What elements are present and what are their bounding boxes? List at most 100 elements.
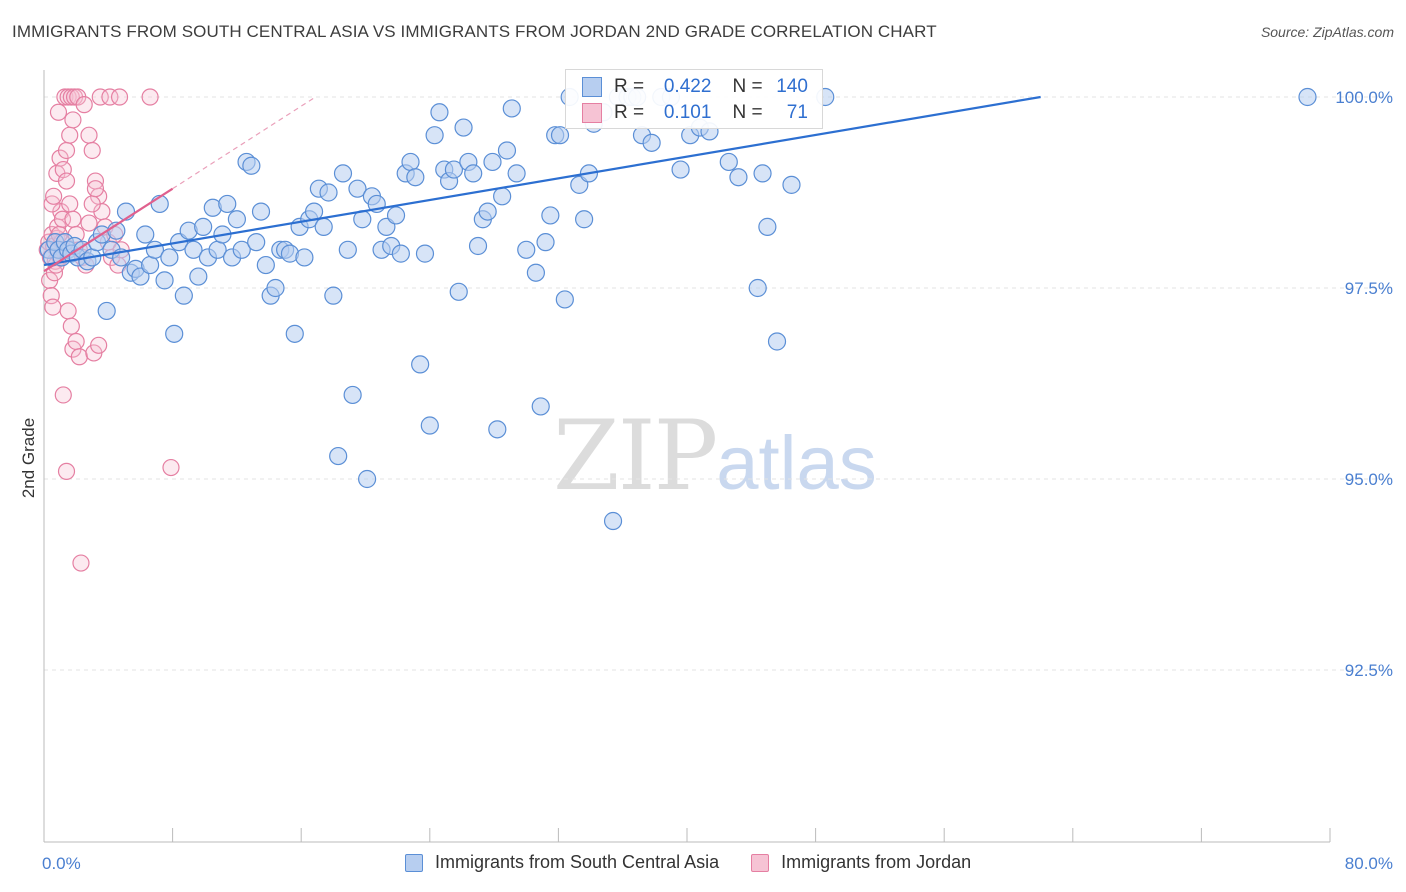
blue-point bbox=[329, 446, 348, 466]
blue-trend-line bbox=[43, 95, 1041, 267]
y-tick-label: 100.0% bbox=[1335, 88, 1393, 107]
blue-point bbox=[517, 240, 536, 259]
blue-point bbox=[502, 99, 521, 118]
blue-point bbox=[343, 385, 362, 405]
pink-point bbox=[110, 88, 129, 106]
blue-point bbox=[531, 397, 550, 416]
stats-box: R = 0.422 N = 140 R = 0.101 N = 71 bbox=[565, 69, 823, 129]
stats-blue-r-value: 0.422 bbox=[663, 76, 712, 97]
blue-point bbox=[444, 160, 464, 179]
blue-point bbox=[493, 187, 512, 206]
blue-point bbox=[415, 244, 435, 263]
x-tick-label-max: 80.0% bbox=[1345, 854, 1393, 873]
blue-point bbox=[753, 164, 772, 183]
blue-point bbox=[642, 133, 661, 152]
grid-lines bbox=[44, 96, 1392, 671]
pink-point bbox=[57, 172, 76, 190]
blue-point bbox=[348, 179, 367, 198]
pink-trend-line bbox=[43, 187, 174, 273]
blue-point bbox=[189, 267, 208, 286]
blue-point bbox=[155, 271, 174, 290]
stats-pink-r-label: R = bbox=[614, 102, 645, 123]
blue-series-points bbox=[39, 87, 1317, 531]
blue-point bbox=[483, 152, 502, 172]
blue-point bbox=[430, 103, 449, 122]
blue-point bbox=[247, 233, 266, 252]
pink-point bbox=[80, 126, 98, 144]
blue-point bbox=[266, 278, 285, 298]
blue-point bbox=[401, 152, 420, 172]
blue-point bbox=[97, 301, 116, 321]
blue-point bbox=[464, 164, 483, 183]
source-label: Source: ZipAtlas.com bbox=[1260, 24, 1394, 40]
blue-point bbox=[411, 355, 430, 374]
blue-point bbox=[603, 511, 623, 531]
blue-point bbox=[386, 206, 406, 225]
pink-series-points bbox=[38, 88, 180, 572]
stats-blue-r-label: R = bbox=[614, 76, 645, 97]
blue-point bbox=[174, 286, 193, 305]
stats-pink-n-value: 71 bbox=[786, 102, 808, 123]
blue-point bbox=[782, 175, 801, 194]
chart-title: IMMIGRANTS FROM SOUTH CENTRAL ASIA VS IM… bbox=[12, 22, 937, 41]
pink-point bbox=[61, 126, 79, 144]
legend-item-blue[interactable]: Immigrants from South Central Asia bbox=[405, 852, 719, 873]
blue-point bbox=[184, 240, 203, 259]
zipatlas-watermark: ZIPatlas bbox=[553, 400, 877, 512]
blue-point bbox=[425, 126, 444, 145]
pink-point bbox=[72, 554, 90, 572]
legend-swatch-pink bbox=[751, 853, 770, 872]
blue-point bbox=[319, 183, 338, 202]
pink-point bbox=[62, 317, 80, 335]
y-tick-label: 97.5% bbox=[1345, 279, 1393, 298]
blue-point bbox=[285, 324, 304, 343]
pink-point bbox=[67, 332, 85, 351]
blue-point bbox=[468, 236, 488, 256]
pink-point bbox=[44, 298, 62, 316]
stats-blue-n-label: N = bbox=[732, 76, 763, 97]
watermark-zip: ZIP bbox=[553, 400, 718, 512]
blue-point bbox=[406, 168, 425, 187]
blue-point bbox=[536, 233, 555, 252]
pink-point bbox=[45, 187, 63, 205]
y-tick-label: 92.5% bbox=[1345, 661, 1393, 680]
blue-point bbox=[251, 202, 271, 221]
blue-point bbox=[242, 156, 261, 175]
blue-point bbox=[758, 217, 777, 236]
watermark-atlas: atlas bbox=[716, 421, 877, 506]
pink-point bbox=[90, 336, 108, 354]
blue-point bbox=[507, 164, 526, 183]
pink-point bbox=[101, 88, 119, 106]
blue-point bbox=[550, 126, 570, 145]
blue-point bbox=[256, 255, 275, 275]
blue-point bbox=[165, 324, 184, 343]
pink-point bbox=[57, 462, 76, 480]
stats-swatch-blue bbox=[582, 77, 602, 97]
blue-point bbox=[358, 469, 377, 489]
stats-blue-n-value: 140 bbox=[776, 76, 808, 97]
blue-point bbox=[719, 152, 738, 172]
pink-point bbox=[91, 88, 109, 106]
blue-point bbox=[333, 164, 353, 183]
blue-point bbox=[767, 332, 787, 351]
pink-point bbox=[49, 103, 68, 121]
blue-point bbox=[1298, 87, 1317, 107]
blue-point bbox=[449, 282, 468, 301]
blue-point bbox=[420, 416, 439, 435]
tick-labels: 92.5% 95.0% 97.5% 100.0% 0.0% 80.0% bbox=[42, 88, 1393, 873]
blue-point bbox=[488, 420, 507, 439]
pink-point bbox=[54, 386, 72, 404]
blue-point bbox=[454, 118, 473, 137]
blue-point bbox=[478, 202, 497, 221]
legend-item-pink[interactable]: Immigrants from Jordan bbox=[751, 852, 971, 873]
blue-point bbox=[136, 225, 155, 244]
pink-point bbox=[59, 302, 77, 320]
blue-point bbox=[541, 206, 560, 225]
axes bbox=[43, 70, 1331, 843]
legend-label-blue: Immigrants from South Central Asia bbox=[435, 852, 720, 872]
pink-point bbox=[57, 141, 76, 160]
blue-point bbox=[160, 248, 179, 267]
x-tick-label-min: 0.0% bbox=[42, 854, 81, 873]
legend-swatch-blue bbox=[405, 853, 423, 872]
stats-row-pink: R = 0.101 N = 71 bbox=[582, 101, 808, 125]
